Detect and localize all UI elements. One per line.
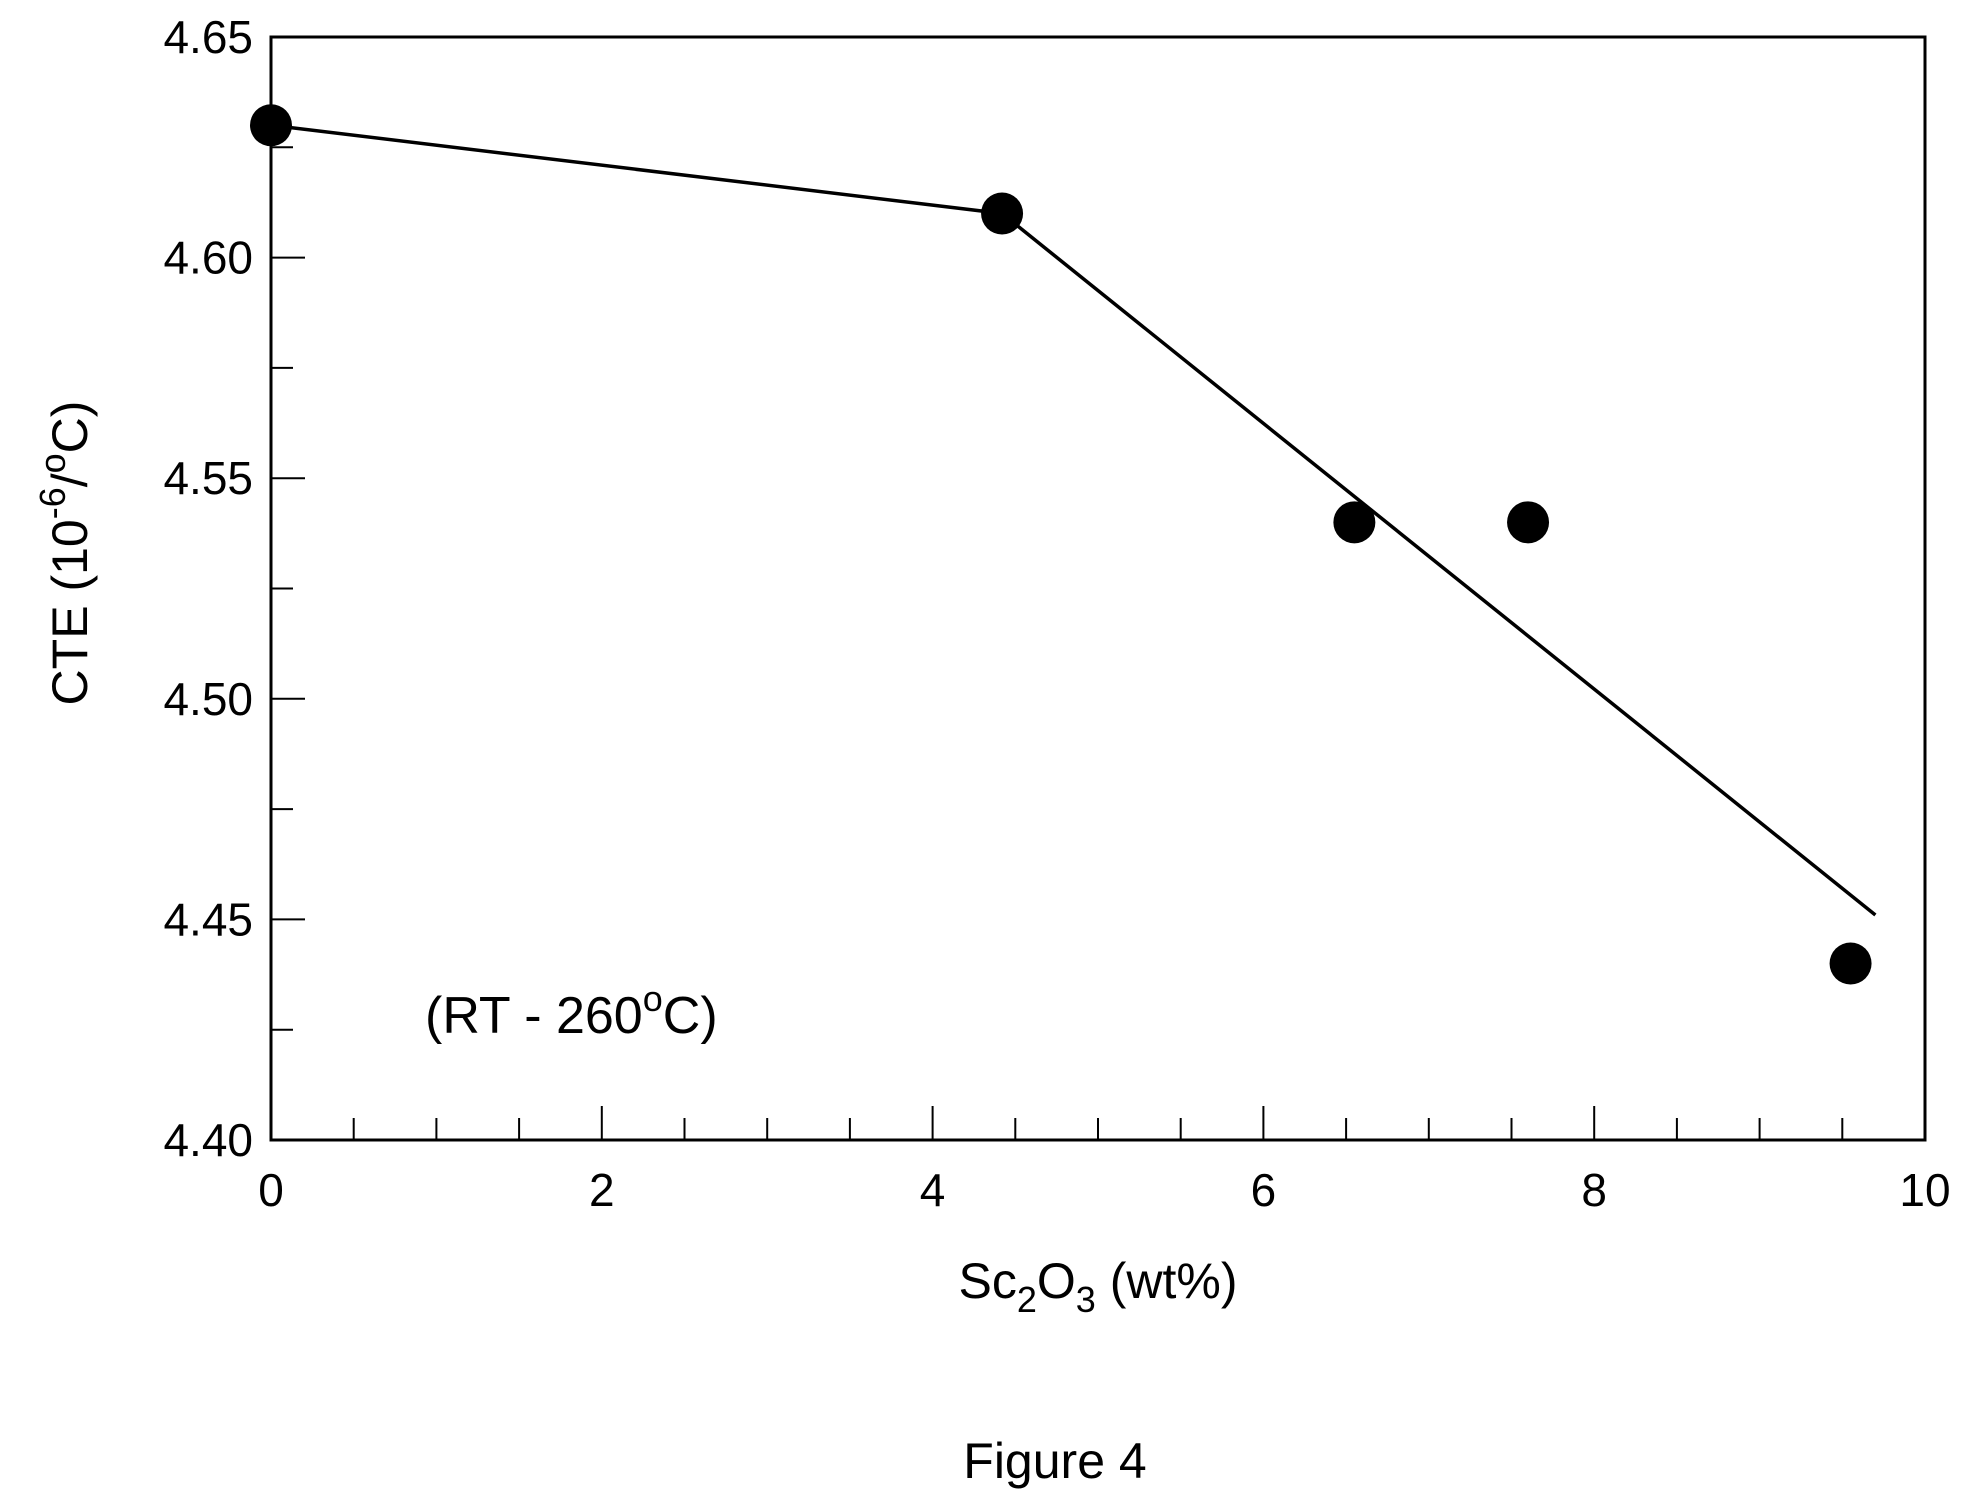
x-tick-label: 0 [258, 1164, 284, 1216]
data-point [981, 192, 1024, 235]
plot-frame [269, 35, 1927, 1142]
data-point [1507, 501, 1550, 544]
x-tick-label: 4 [920, 1164, 946, 1216]
x-tick-label: 2 [589, 1164, 615, 1216]
y-axis-title: CTE (10-6/oC) [32, 401, 98, 706]
y-tick-label: 4.45 [163, 893, 253, 945]
y-tick-label: 4.55 [163, 452, 253, 504]
y-tick-label: 4.65 [163, 11, 253, 63]
x-axis-title: Sc2O3 (wt%) [959, 1253, 1238, 1320]
annotation-temperature-range: (RT - 260oC) [425, 978, 718, 1045]
axis-ticks [270, 36, 1926, 1141]
axis-tick-labels: 0 2 4 6 8 10 4.40 4.45 4.50 4.55 4.60 4.65 [163, 11, 1950, 1216]
x-tick-label: 10 [1899, 1164, 1950, 1216]
data-point [1829, 942, 1872, 985]
x-tick-label: 8 [1581, 1164, 1607, 1216]
y-tick-label: 4.50 [163, 673, 253, 725]
figure-caption: Figure 4 [963, 1433, 1146, 1489]
y-tick-label: 4.60 [163, 232, 253, 284]
data-point [250, 104, 292, 147]
trend-line [270, 123, 1877, 917]
data-points [250, 104, 1872, 985]
y-tick-label: 4.40 [163, 1114, 253, 1166]
x-tick-label: 6 [1251, 1164, 1277, 1216]
data-point [1333, 501, 1376, 544]
